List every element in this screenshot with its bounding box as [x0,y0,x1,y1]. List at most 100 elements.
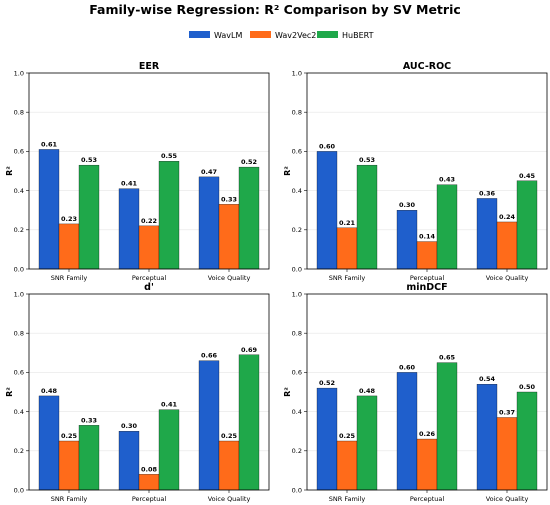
data-label-wav2vec2-voice-quality: 0.37 [499,408,515,416]
bar-hubert-voice-quality [238,166,260,270]
bar-wavlm-perceptual [396,372,418,491]
y-tick-label: 1.0 [292,69,302,77]
data-label-wavlm-snr-family: 0.60 [319,142,336,150]
chart-auc-roc: 0.60 0.30 0.36 0.21 0.14 0.24 0.53 0.43 0.45 0.0 0… [283,61,548,282]
bar-hubert-voice-quality [516,180,538,270]
y-tick-label: 0.2 [14,226,24,234]
data-label-wavlm-perceptual: 0.41 [121,180,138,188]
data-label-hubert-voice-quality: 0.69 [241,346,258,354]
data-label-hubert-snr-family: 0.53 [359,156,375,164]
bar-wav2vec2-snr-family [336,227,358,270]
y-tick-label: 0.0 [292,486,302,494]
chart-d: 0.480.300.660.250.080.250.330.410.690.00… [5,282,270,503]
bar-hubert-snr-family [356,164,378,270]
chart-panels: 0.610.410.470.23 0.220.330.53 0.550.520.00… [5,61,548,503]
y-tick-label: 1.0 [14,290,24,298]
x-tick-label-snr-family: SNR Family [329,274,366,282]
y-tick-label: 0.6 [292,148,302,156]
bar-wavlm-voice-quality [198,360,220,491]
data-label-wav2vec2-voice-quality: 0.25 [221,432,238,440]
bar-wav2vec2-perceptual [138,225,160,270]
bar-wav2vec2-perceptual [416,241,438,270]
bar-hubert-snr-family [78,425,100,491]
bar-wav2vec2-perceptual [416,438,438,491]
bar-wavlm-voice-quality [476,384,498,491]
data-label-hubert-snr-family: 0.48 [359,387,376,395]
data-label-hubert-snr-family: 0.53 [81,156,97,164]
legend-swatch-hubert [317,31,338,38]
bar-wav2vec2-voice-quality [496,417,518,491]
y-tick-label: 0.0 [14,486,24,494]
data-label-wavlm-snr-family: 0.61 [41,140,58,148]
y-axis-label: R² [283,166,292,176]
y-tick-label: 0.4 [292,408,302,416]
y-tick-label: 0.0 [292,265,302,273]
y-tick-label: 0.6 [14,148,24,156]
y-tick-label: 0.8 [14,109,24,117]
x-tick-label-voice-quality: Voice Quality [208,274,251,282]
bar-wavlm-perceptual [118,188,140,270]
bar-wav2vec2-snr-family [336,440,358,491]
data-label-wavlm-snr-family: 0.52 [319,379,335,387]
data-label-wav2vec2-voice-quality: 0.33 [221,195,237,203]
x-tick-label-voice-quality: Voice Quality [486,495,529,503]
bar-wav2vec2-snr-family [58,440,80,491]
y-tick-label: 0.6 [14,369,24,377]
y-tick-label: 1.0 [14,69,24,77]
x-tick-label-perceptual: Perceptual [410,274,445,282]
data-label-wav2vec2-snr-family: 0.21 [339,219,356,227]
y-tick-label: 1.0 [292,290,302,298]
bar-wav2vec2-snr-family [58,223,80,270]
x-tick-label-voice-quality: Voice Quality [208,495,251,503]
data-label-hubert-perceptual: 0.43 [439,176,455,184]
chart-title: minDCF [406,282,447,293]
y-tick-label: 0.0 [14,265,24,273]
y-axis-label: R² [5,387,14,397]
chart-title: EER [139,61,160,72]
legend-label-hubert: HuBERT [342,31,374,40]
x-tick-label-perceptual: Perceptual [132,495,167,503]
bar-wavlm-perceptual [396,210,418,270]
y-tick-label: 0.2 [292,447,302,455]
bar-wavlm-snr-family [38,395,60,491]
y-axis-label: R² [5,166,14,176]
data-label-wavlm-voice-quality: 0.47 [201,168,217,176]
y-tick-label: 0.8 [14,330,24,338]
data-label-wav2vec2-snr-family: 0.25 [61,432,78,440]
bar-hubert-voice-quality [238,354,260,491]
data-label-wavlm-perceptual: 0.30 [399,201,416,209]
y-tick-label: 0.8 [292,109,302,117]
bar-wavlm-snr-family [316,151,338,270]
legend-label-wav2vec2: Wav2Vec2 [275,31,316,40]
x-tick-label-snr-family: SNR Family [51,274,88,282]
bar-hubert-voice-quality [516,391,538,491]
chart-eer: 0.61 0.41 0.47 0.23 0.22 0.33 0.53 0.55 0.52 0.0 0… [5,61,270,282]
data-label-wav2vec2-perceptual: 0.14 [419,233,436,241]
y-tick-label: 0.2 [292,226,302,234]
bar-hubert-snr-family [78,164,100,270]
data-label-hubert-perceptual: 0.55 [161,152,178,160]
y-tick-label: 0.6 [292,369,302,377]
y-tick-label: 0.4 [14,408,24,416]
bar-wav2vec2-voice-quality [218,204,240,270]
legend-label-wavlm: WavLM [214,31,242,40]
data-label-wavlm-voice-quality: 0.66 [201,352,218,360]
data-label-wavlm-perceptual: 0.60 [399,363,416,371]
bar-wavlm-snr-family [316,387,338,491]
bar-hubert-perceptual [158,161,180,270]
legend: WavLM Wav2Vec2 HuBERT [189,31,374,40]
y-tick-label: 0.8 [292,330,302,338]
bar-hubert-perceptual [436,184,458,270]
chart-mindcf: 0.52 0.60 0.54 0.25 0.26 0.37 0.48 0.65 0.50 0.0 0… [283,282,548,503]
data-label-wav2vec2-perceptual: 0.26 [419,430,436,438]
chart-title: d' [144,282,154,293]
data-label-wav2vec2-snr-family: 0.25 [339,432,356,440]
data-label-wavlm-perceptual: 0.30 [121,422,138,430]
data-label-wav2vec2-snr-family: 0.23 [61,215,77,223]
x-tick-label-perceptual: Perceptual [410,495,445,503]
data-label-wavlm-snr-family: 0.48 [41,387,58,395]
x-tick-label-perceptual: Perceptual [132,274,167,282]
bar-wavlm-voice-quality [198,176,220,270]
legend-swatch-wav2vec2 [250,31,271,38]
